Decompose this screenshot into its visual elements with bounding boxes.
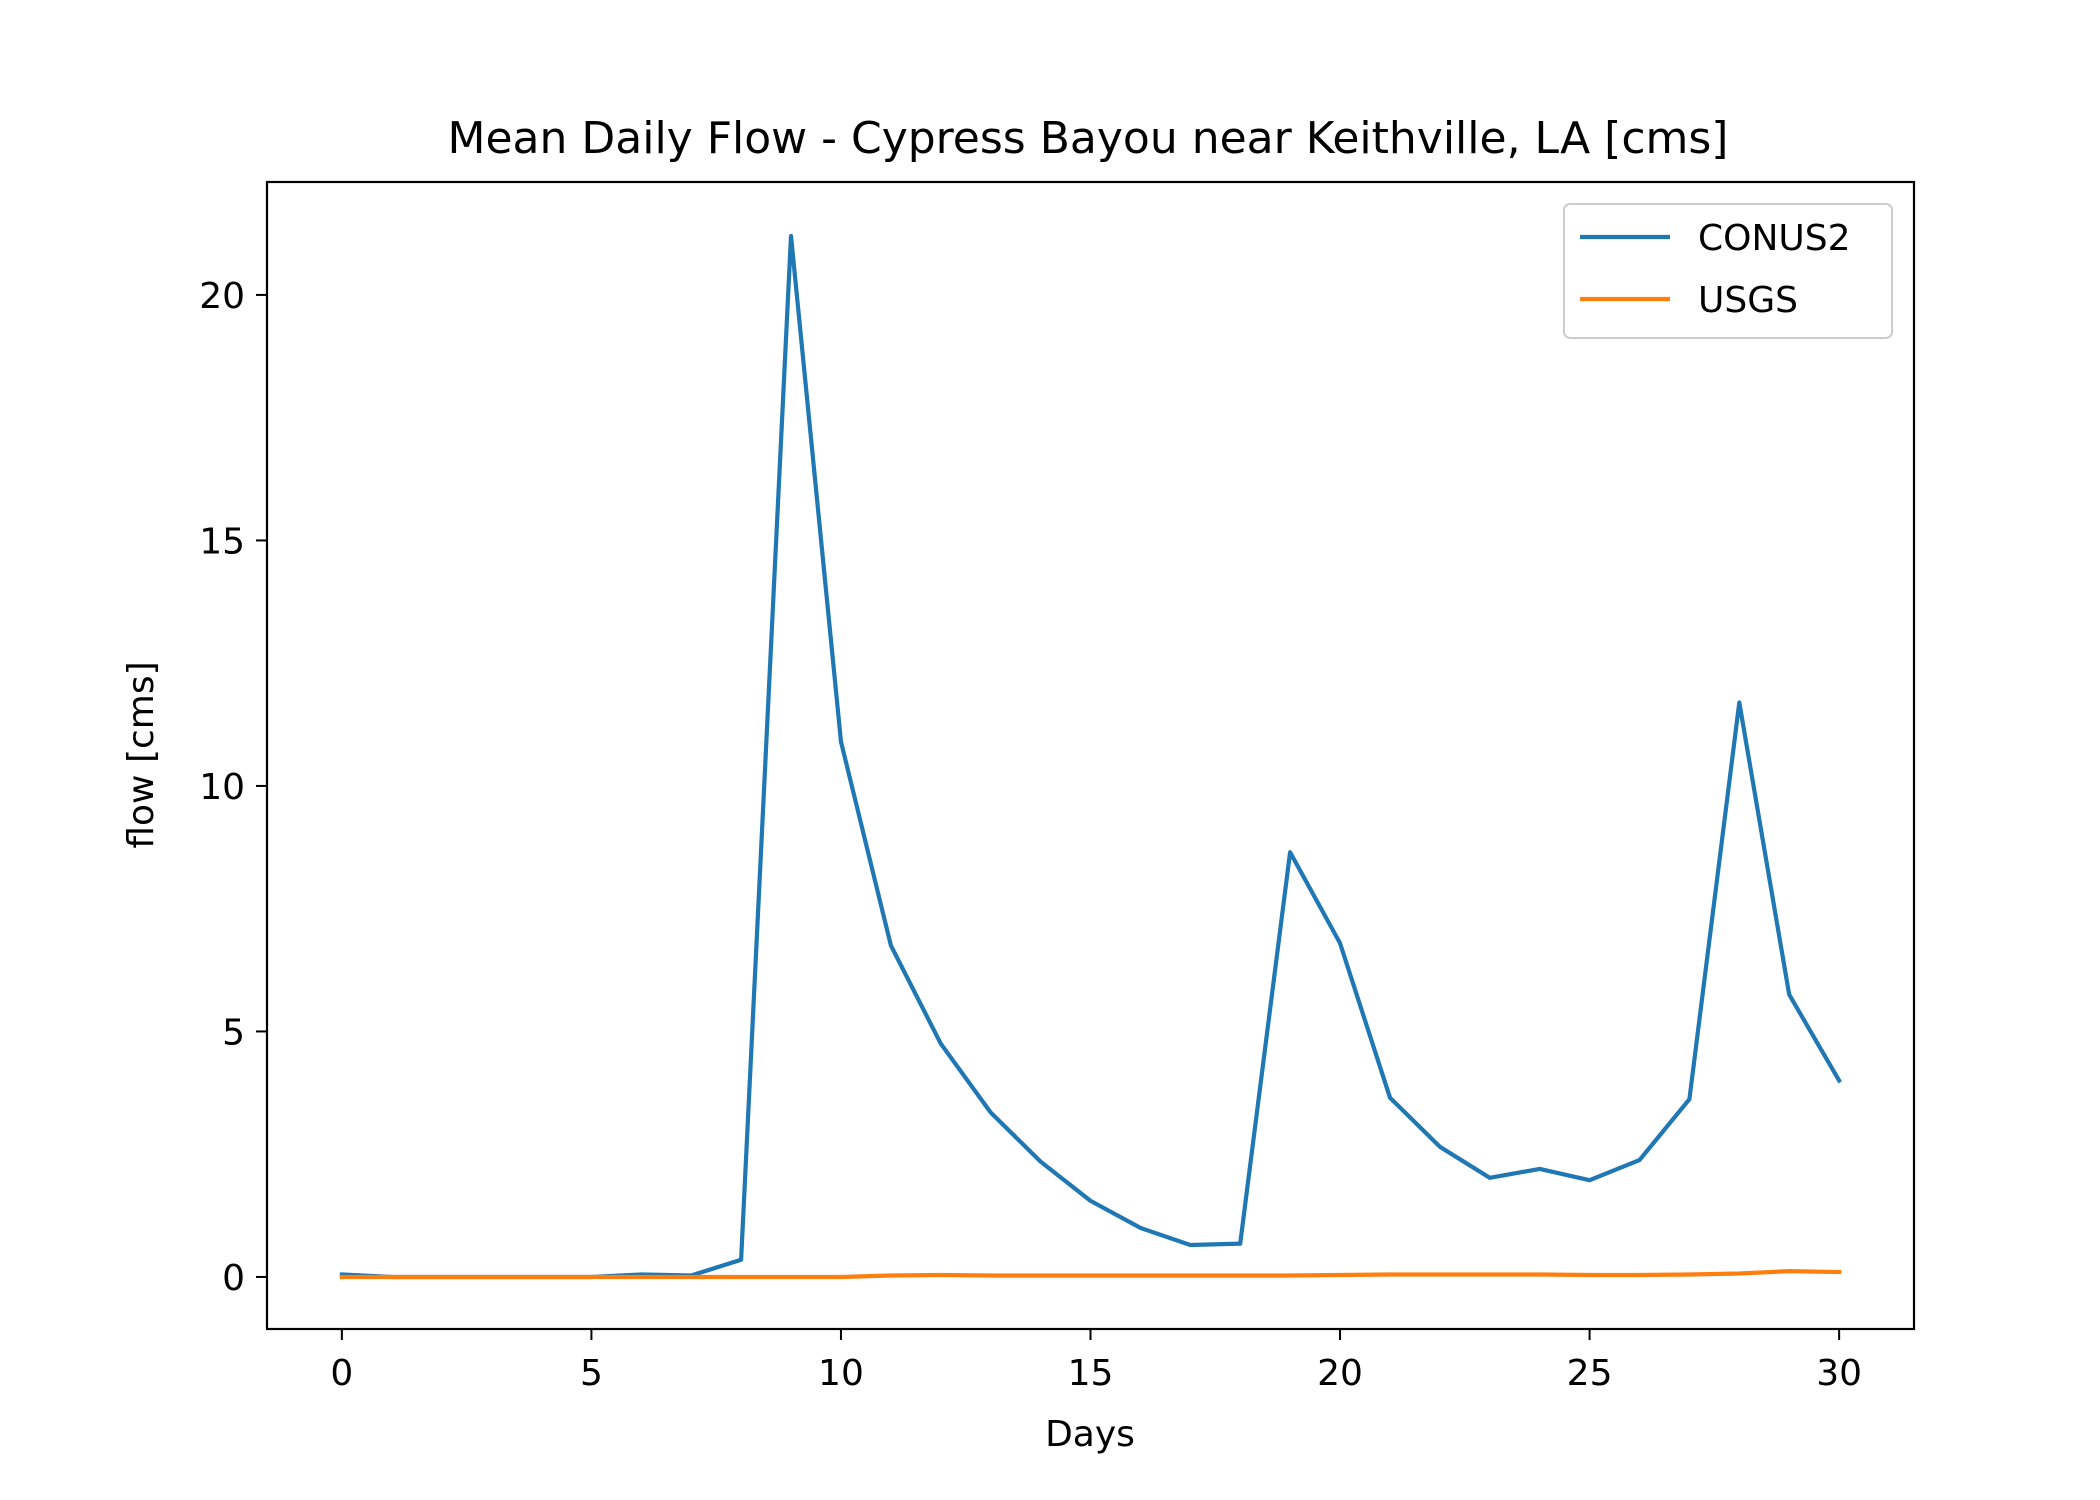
- x-tick-label: 10: [818, 1353, 864, 1394]
- plot-area: 0 5 10 15 20 25 30 0 5 10 15 20: [199, 180, 1916, 1394]
- y-axis-ticks: 0 5 10 15 20: [199, 276, 267, 1299]
- legend: CONUS2 USGS: [1563, 203, 1893, 339]
- x-tick-label: 15: [1068, 1353, 1114, 1394]
- y-tick-label: 10: [199, 767, 245, 808]
- y-tick-label: 20: [199, 276, 245, 317]
- x-axis-label: Days: [1045, 1414, 1135, 1455]
- x-tick-label: 30: [1816, 1353, 1862, 1394]
- x-tick-label: 20: [1317, 1353, 1363, 1394]
- y-axis-label: flow [cms]: [121, 661, 162, 848]
- series-layer: [339, 233, 1842, 1280]
- y-tick-label: 15: [199, 521, 245, 562]
- legend-label-usgs: USGS: [1698, 280, 1798, 321]
- x-tick-label: 0: [330, 1353, 353, 1394]
- x-tick-label: 5: [580, 1353, 603, 1394]
- legend-label-conus2: CONUS2: [1698, 218, 1851, 259]
- x-axis-ticks: 0 5 10 15 20 25 30: [330, 1329, 1862, 1394]
- chart-title: Mean Daily Flow - Cypress Bayou near Kei…: [448, 113, 1729, 164]
- y-tick-label: 0: [222, 1258, 245, 1299]
- x-tick-label: 25: [1567, 1353, 1613, 1394]
- y-tick-label: 5: [222, 1012, 245, 1053]
- series-line-usgs: [339, 1268, 1842, 1280]
